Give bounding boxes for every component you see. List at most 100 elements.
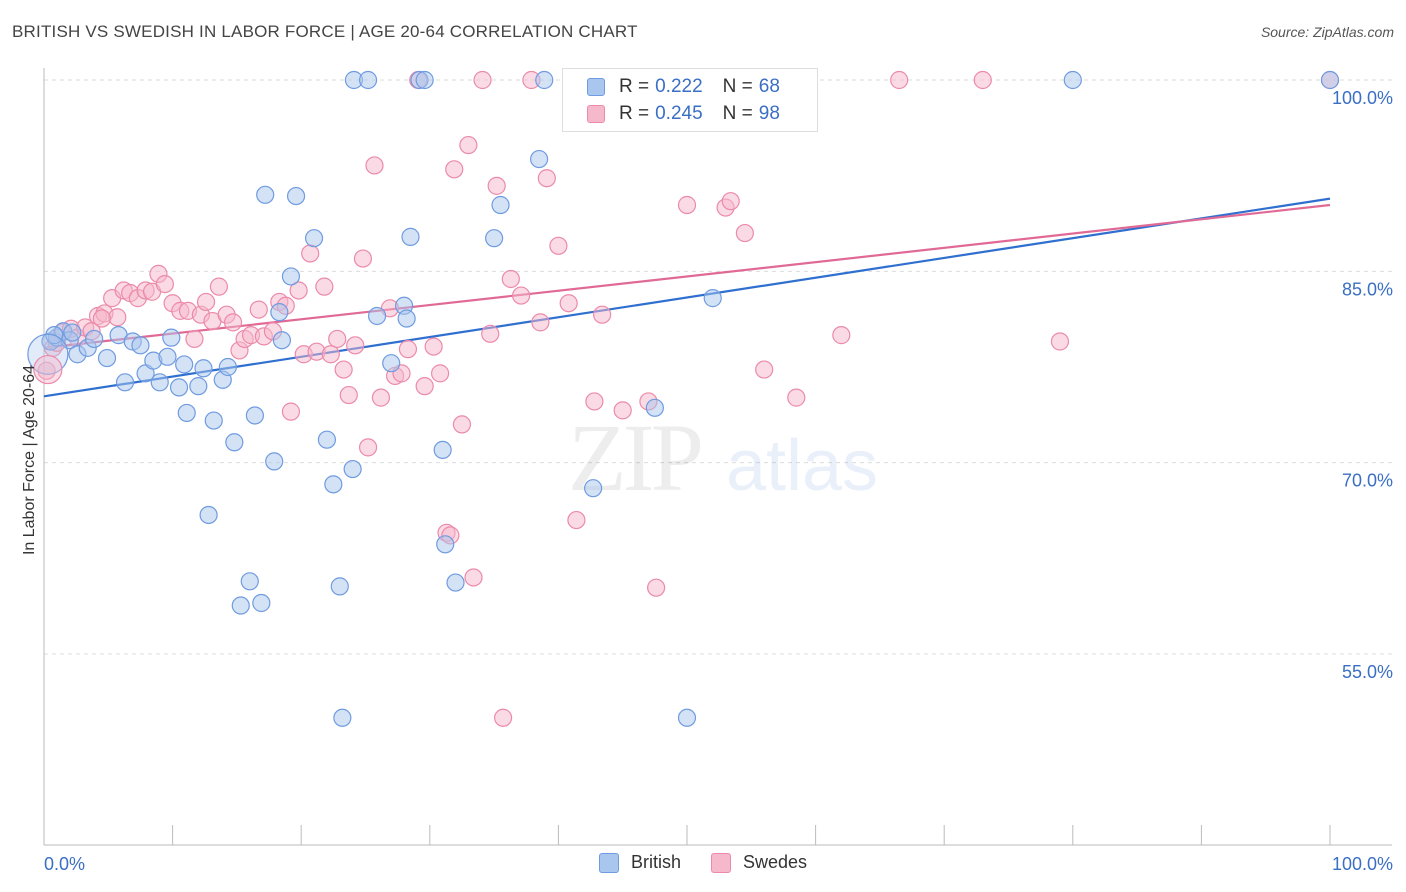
stats-legend: R = 0.222 N = 68 R = 0.245 N = 98 <box>562 68 818 132</box>
swedes-point <box>593 305 612 324</box>
x-tick-label-min: 0.0% <box>44 854 85 874</box>
swedes-point <box>365 156 384 175</box>
british-n-label: N = <box>722 76 753 97</box>
watermark: ZIP atlas <box>568 404 878 511</box>
british-r-label: R = <box>619 76 650 97</box>
british-point <box>252 593 271 613</box>
swedes-point <box>512 286 531 305</box>
grid-layer <box>44 79 1392 655</box>
british-point <box>240 572 259 591</box>
y-tick-label: 85.0% <box>1342 279 1393 299</box>
british-point <box>63 323 82 342</box>
british-point <box>703 289 722 308</box>
series-legend: British Swedes <box>0 852 1406 873</box>
british-n-value: 68 <box>758 76 780 97</box>
swedes-point <box>755 360 774 379</box>
x-tick-label-max: 100.0% <box>1332 854 1393 874</box>
british-point <box>530 149 549 169</box>
swedes-trend-line <box>43 203 1331 349</box>
british-point <box>225 433 244 452</box>
swedes-point <box>371 388 391 407</box>
swedes-point <box>567 510 586 530</box>
british-point <box>382 354 401 373</box>
swedes-point <box>415 377 434 396</box>
british-point <box>677 708 697 727</box>
british-point <box>397 309 416 328</box>
swedes-legend-swatch <box>710 852 731 873</box>
british-point <box>204 411 223 430</box>
british-point <box>415 70 434 90</box>
swedes-point <box>445 160 464 179</box>
british-point <box>1320 70 1340 90</box>
british-trend-line <box>43 197 1331 398</box>
swedes-point <box>358 438 378 457</box>
swedes-point <box>501 269 520 289</box>
tick-label-layer: 100.0% 85.0% 70.0% 55.0% 0.0% 100.0% <box>44 88 1393 874</box>
british-point <box>358 70 378 90</box>
british-point <box>169 378 189 397</box>
swedes-point <box>537 169 556 188</box>
axis-layer <box>43 68 1392 846</box>
swedes-point <box>677 195 697 215</box>
swedes-point <box>108 308 127 327</box>
swedes-point <box>585 392 604 411</box>
british-r-value: 0.222 <box>655 76 703 97</box>
swedes-point <box>339 385 358 405</box>
swedes-n-value: 98 <box>758 103 780 124</box>
british-point <box>535 70 554 90</box>
british-point <box>491 195 510 215</box>
swedes-point <box>487 176 506 195</box>
swedes-point <box>559 294 578 313</box>
british-point <box>245 406 265 425</box>
british-point <box>162 328 181 347</box>
legend-row-british: R = 0.222 N = 68 <box>587 76 780 98</box>
swedes-point <box>346 336 365 355</box>
british-point <box>343 459 362 479</box>
legend-item-swedes: Swedes <box>710 852 807 873</box>
swedes-cluster-point <box>33 354 63 385</box>
british-point <box>265 452 284 471</box>
swedes-point <box>613 401 632 420</box>
british-cluster-point <box>27 333 69 375</box>
swedes-point <box>334 360 353 379</box>
swedes-point <box>209 277 228 296</box>
british-point <box>433 440 452 460</box>
british-legend-swatch <box>598 852 619 873</box>
swedes-n-label: N = <box>722 103 753 124</box>
british-point <box>367 306 387 326</box>
y-tick-label: 55.0% <box>1342 662 1393 682</box>
british-point <box>270 303 289 322</box>
swedes-point <box>531 313 550 332</box>
british-point <box>401 227 420 246</box>
swedes-point <box>459 135 478 155</box>
british-point <box>330 577 349 596</box>
british-point <box>584 479 603 498</box>
legend-row-swedes: R = 0.245 N = 98 <box>587 103 780 125</box>
british-point <box>333 708 352 727</box>
points-layer <box>27 70 1340 727</box>
british-point <box>85 329 104 349</box>
swedes-point <box>890 70 909 90</box>
swedes-point <box>452 415 472 434</box>
british-point <box>436 535 455 554</box>
swedes-point <box>430 364 450 383</box>
swedes-r-value: 0.245 <box>655 103 703 124</box>
y-tick-label: 70.0% <box>1342 471 1393 491</box>
y-tick-label: 100.0% <box>1332 88 1393 108</box>
british-point <box>286 186 306 206</box>
swedes-point <box>315 277 334 296</box>
swedes-point <box>787 388 806 407</box>
legend-item-british: British <box>598 852 681 873</box>
british-point <box>256 185 275 204</box>
british-point <box>645 398 664 417</box>
british-point <box>317 430 337 449</box>
swedes-point <box>289 281 308 300</box>
chart-source: Source: ZipAtlas.com <box>1260 24 1394 40</box>
british-point <box>97 348 117 368</box>
watermark-atlas: atlas <box>726 426 878 506</box>
british-point <box>1063 70 1082 90</box>
swedes-point <box>1050 332 1070 351</box>
british-point <box>199 505 218 525</box>
swedes-point <box>92 309 111 328</box>
